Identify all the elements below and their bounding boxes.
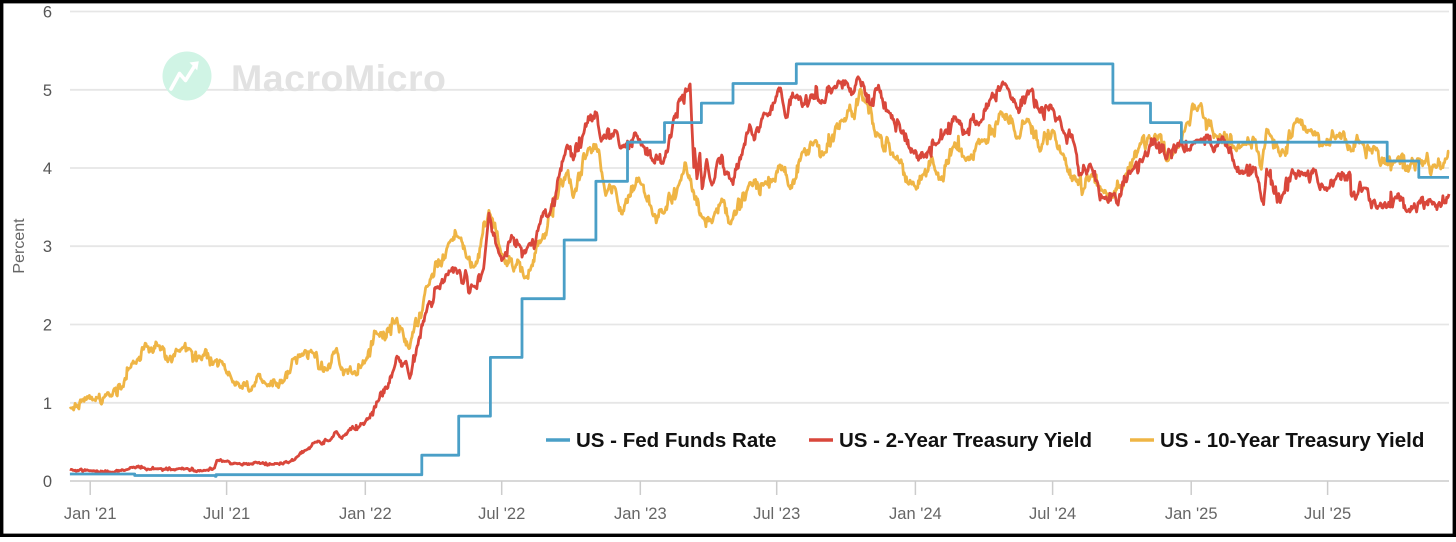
svg-text:Jan '22: Jan '22 bbox=[339, 505, 392, 523]
svg-text:6: 6 bbox=[43, 4, 52, 22]
svg-text:4: 4 bbox=[43, 160, 52, 178]
svg-text:Jan '25: Jan '25 bbox=[1165, 505, 1218, 523]
svg-text:Jan '24: Jan '24 bbox=[889, 505, 942, 523]
svg-text:Jan '21: Jan '21 bbox=[64, 505, 117, 523]
svg-text:0: 0 bbox=[43, 473, 52, 491]
svg-text:Jul '21: Jul '21 bbox=[203, 505, 250, 523]
svg-text:1: 1 bbox=[43, 395, 52, 413]
svg-text:3: 3 bbox=[43, 238, 52, 256]
svg-text:Percent: Percent bbox=[11, 218, 28, 274]
svg-text:US - 10-Year Treasury Yield: US - 10-Year Treasury Yield bbox=[1160, 429, 1424, 452]
svg-text:Jul '25: Jul '25 bbox=[1304, 505, 1351, 523]
svg-text:Jan '23: Jan '23 bbox=[614, 505, 667, 523]
svg-text:Jul '22: Jul '22 bbox=[478, 505, 525, 523]
svg-text:US - 2-Year Treasury Yield: US - 2-Year Treasury Yield bbox=[839, 429, 1092, 452]
svg-text:US - Fed Funds Rate: US - Fed Funds Rate bbox=[576, 429, 776, 452]
svg-text:Jul '23: Jul '23 bbox=[753, 505, 800, 523]
svg-text:2: 2 bbox=[43, 317, 52, 335]
svg-text:5: 5 bbox=[43, 82, 52, 100]
svg-text:MacroMicro: MacroMicro bbox=[231, 57, 446, 99]
svg-text:Jul '24: Jul '24 bbox=[1029, 505, 1076, 523]
